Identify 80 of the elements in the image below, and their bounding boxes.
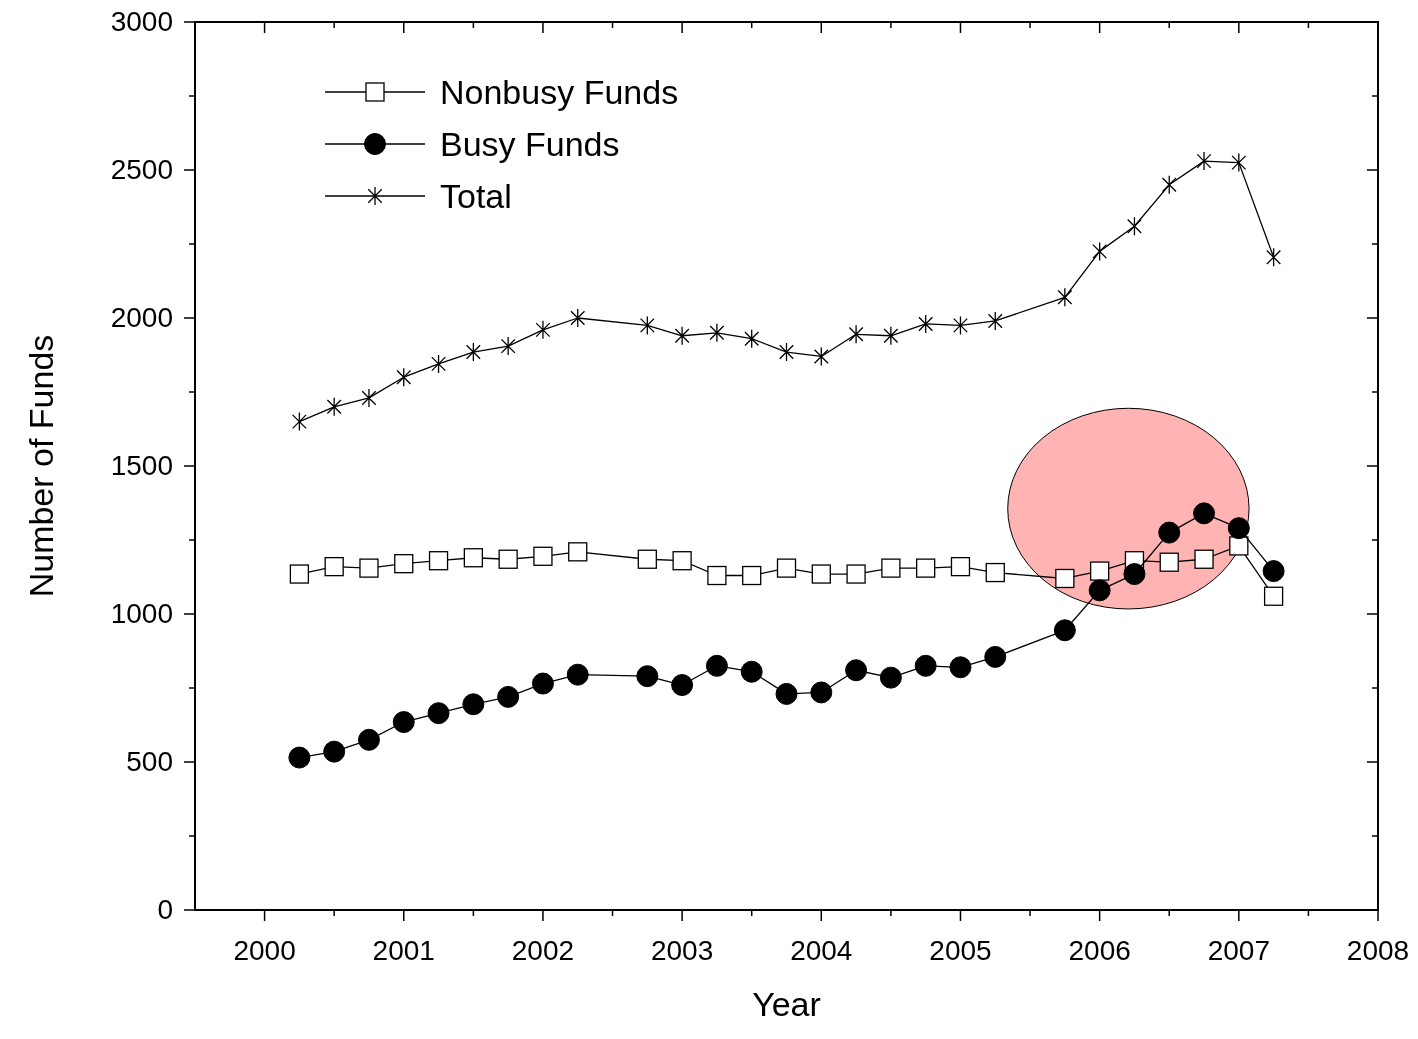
point <box>570 308 586 328</box>
point <box>1227 517 1250 540</box>
y-tick-label: 1500 <box>110 450 173 481</box>
point <box>1159 552 1179 572</box>
point <box>744 329 760 349</box>
point <box>1158 521 1181 544</box>
x-tick-label: 2003 <box>650 935 714 966</box>
point <box>531 672 554 695</box>
point <box>357 728 380 751</box>
point <box>1123 563 1146 586</box>
point <box>636 665 659 688</box>
point <box>1196 151 1212 171</box>
point <box>879 666 902 689</box>
point <box>775 682 798 705</box>
point <box>1229 536 1249 556</box>
point <box>323 740 346 763</box>
point <box>813 346 829 367</box>
point <box>500 336 516 356</box>
point <box>1231 152 1247 173</box>
y-tick-label: 1000 <box>110 598 173 629</box>
point <box>392 711 415 734</box>
point <box>709 323 725 343</box>
y-tick-label: 2500 <box>110 154 173 185</box>
y-tick-label: 3000 <box>110 6 173 37</box>
legend-label: Nonbusy Funds <box>440 73 679 111</box>
point <box>497 685 520 708</box>
point <box>1262 560 1285 583</box>
point <box>810 681 833 704</box>
point <box>427 702 450 725</box>
point <box>291 411 307 432</box>
x-tick-label: 2000 <box>233 935 296 966</box>
point <box>848 324 864 344</box>
point <box>953 315 968 336</box>
point <box>883 326 899 346</box>
point <box>987 311 1003 331</box>
x-axis-title: Year <box>752 985 821 1023</box>
point <box>431 354 446 374</box>
point <box>740 660 763 683</box>
point <box>779 342 794 362</box>
x-tick-label: 2002 <box>511 935 575 966</box>
x-tick-label: 2007 <box>1207 935 1270 966</box>
point <box>535 320 551 340</box>
y-tick-label: 0 <box>157 894 173 925</box>
point <box>326 397 342 417</box>
point <box>639 315 655 336</box>
point <box>1090 561 1110 581</box>
y-axis-title: Number of Funds <box>22 334 60 598</box>
point <box>949 656 972 679</box>
point <box>1161 175 1177 195</box>
point <box>1057 287 1073 307</box>
legend-label: Busy Funds <box>440 125 620 163</box>
point <box>845 659 868 682</box>
point <box>1092 241 1108 262</box>
point <box>566 663 589 686</box>
point <box>1193 502 1216 525</box>
point <box>396 367 412 387</box>
point <box>288 746 311 769</box>
x-tick-label: 2008 <box>1346 935 1410 966</box>
x-tick-label: 2004 <box>790 935 853 966</box>
point <box>1053 619 1076 642</box>
point <box>361 388 377 408</box>
point <box>705 654 728 677</box>
legend-label: Total <box>440 177 512 215</box>
y-tick-label: 500 <box>126 746 173 777</box>
point <box>1127 216 1142 236</box>
point <box>674 326 690 346</box>
point <box>1088 579 1111 602</box>
point <box>462 693 485 716</box>
point <box>1194 549 1214 569</box>
x-tick-label: 2006 <box>1068 935 1131 966</box>
y-tick-label: 2000 <box>110 302 173 333</box>
point <box>1266 247 1282 267</box>
point <box>671 674 694 697</box>
point <box>984 645 1007 668</box>
point <box>465 342 481 362</box>
x-tick-label: 2005 <box>929 935 992 966</box>
point <box>1055 568 1075 589</box>
point <box>914 654 937 677</box>
x-tick-label: 2001 <box>372 935 435 966</box>
point <box>918 314 934 334</box>
